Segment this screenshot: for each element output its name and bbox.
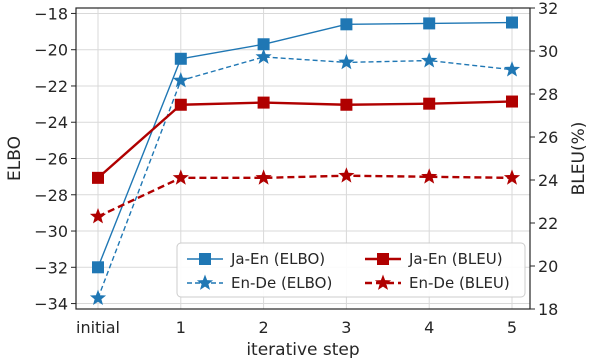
x-tick-label: 5 [507,318,517,337]
x-tick-label: 4 [424,318,434,337]
star-marker [255,169,272,185]
star-marker [172,72,189,88]
legend-item: Ja-En (BLEU) [365,250,503,268]
left-axis-tick-label: −18 [34,4,68,23]
x-tick-label: 3 [341,318,351,337]
axes-layer: initial 1 2 3 4 5 −34 −32 −30 −28 −26 −24 −22 −20 −18 1… [34,0,558,337]
left-axis-tick-label: −28 [34,186,68,205]
star-marker [338,53,355,70]
series-line [97,21,513,268]
square-marker [506,95,518,108]
star-marker [503,61,521,77]
star-marker [421,52,438,68]
square-marker [92,261,104,274]
square-marker [199,253,211,265]
square-marker [174,98,187,111]
legend-label: Ja-En (BLEU) [408,250,503,268]
left-axis-tick-label: −24 [34,113,68,132]
square-marker [257,38,270,51]
left-axis-tick-label: −34 [34,295,68,314]
series-ja-en-elbo [92,16,518,274]
left-axis-tick-label: −22 [34,77,68,96]
right-axis-tick-label: 22 [538,214,558,233]
star-marker [421,168,438,184]
series-en-de-bleu [89,167,521,224]
right-axis-tick-label: 26 [538,128,558,147]
square-marker [423,17,436,30]
star-marker [89,208,107,224]
square-marker [257,96,270,109]
star-marker [503,169,521,185]
square-marker [340,98,353,111]
left-axis-tick-label: −32 [34,258,68,277]
legend-label: En-De (ELBO) [231,274,332,292]
left-axis-tick-label: −20 [34,41,68,60]
right-axis-title: BLEU(%) [569,122,589,196]
right-axis-tick-label: 18 [538,300,558,319]
series-layer [89,16,521,305]
x-tick-label: 1 [176,318,186,337]
star-marker [255,48,272,64]
right-axis-tick-label: 28 [538,85,558,104]
legend-item: En-De (BLEU) [365,274,510,292]
square-marker [92,171,104,184]
star-marker [172,169,189,185]
right-axis-tick-label: 32 [538,0,558,18]
legend-box [176,242,526,298]
star-marker [338,167,355,183]
left-axis-title: ELBO [5,136,25,181]
series-line [97,100,513,179]
legend-item: En-De (ELBO) [187,274,332,292]
series-line [97,174,513,218]
grid-layer [76,8,530,309]
square-marker [340,18,353,31]
x-tick-label: 2 [259,318,269,337]
legend: Ja-En (ELBO) En-De (ELBO) Ja-En (BLEU) En-D… [176,242,526,298]
right-axis-tick-label: 30 [538,42,558,61]
star-marker [89,289,107,305]
square-marker [377,253,389,265]
square-marker [506,16,518,29]
legend-label: Ja-En (ELBO) [230,250,325,268]
square-marker [423,97,436,110]
legend-item: Ja-En (ELBO) [187,250,325,268]
left-axis-tick-label: −30 [34,222,68,241]
x-tick-label: initial [76,318,120,337]
x-axis-title: iterative step [246,340,359,358]
star-marker [196,274,214,290]
square-marker [174,52,187,65]
left-axis-tick-label: −26 [34,150,68,169]
series-ja-en-bleu [92,95,518,184]
star-marker [374,274,392,290]
legend-label: En-De (BLEU) [409,274,510,292]
right-axis-tick-label: 24 [538,171,558,190]
right-axis-tick-label: 20 [538,257,558,276]
